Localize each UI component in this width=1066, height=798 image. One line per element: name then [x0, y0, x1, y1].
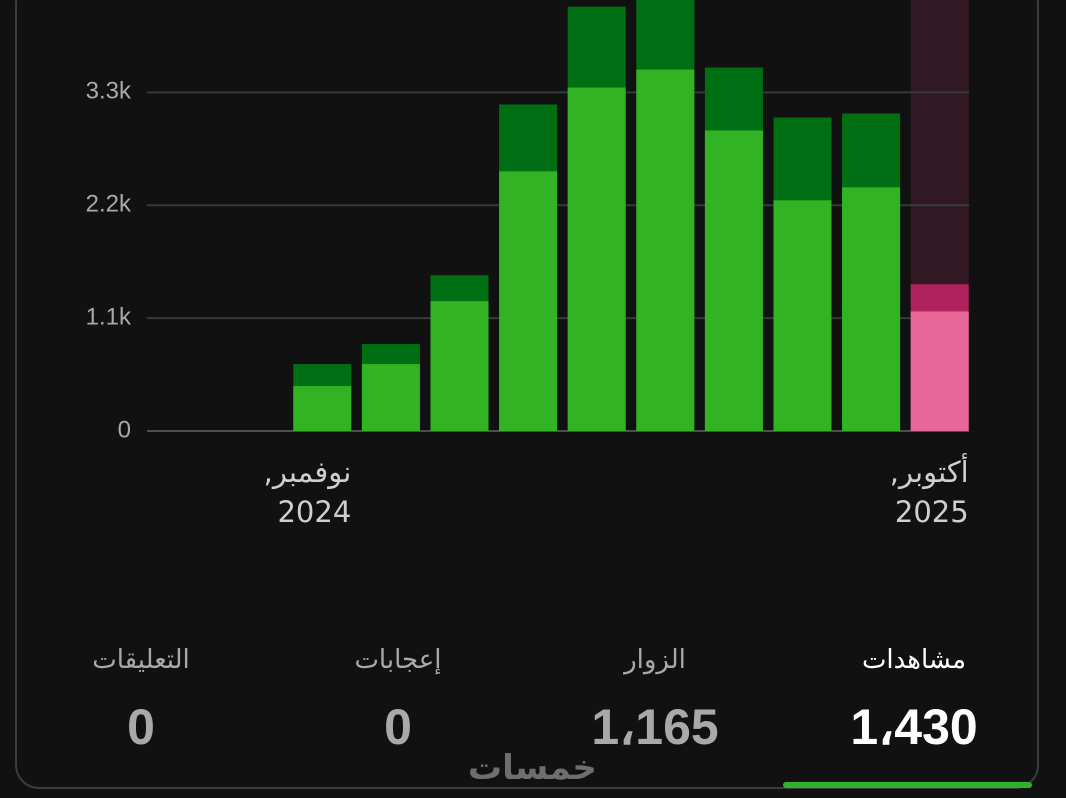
x-tick-label: نوفمبر, 2024	[263, 455, 352, 529]
bar	[293, 386, 352, 431]
bar	[636, 69, 695, 431]
stat-label: مشاهدات	[861, 645, 967, 675]
stat-label: التعليقات	[92, 645, 190, 675]
x-tick-label: أكتوبر, 2025	[889, 455, 969, 529]
bar	[499, 171, 558, 431]
bar	[704, 130, 763, 431]
stats-card	[15, 0, 1039, 789]
stat-value: 1،165	[591, 699, 719, 755]
stat[interactable]: مشاهدات 1،430	[794, 640, 1034, 756]
stat-label: إعجابات	[354, 645, 442, 675]
bar	[430, 301, 489, 431]
y-tick-label: 0	[118, 416, 131, 440]
bar	[361, 364, 420, 431]
selected-underline	[783, 782, 1032, 788]
y-tick-label: 1.1k	[86, 303, 132, 330]
bar	[910, 311, 969, 431]
stat-label: الزوار	[624, 645, 686, 675]
chart: 0 1.1k 2.2k 3.3k	[86, 0, 969, 440]
y-tick-label: 3.3k	[86, 78, 132, 105]
stat[interactable]: التعليقات 0	[21, 640, 261, 756]
y-tick-label: 2.2k	[86, 191, 132, 218]
stat-value: 0	[127, 699, 155, 755]
stat[interactable]: الزوار 1،165	[535, 640, 775, 756]
bar	[567, 87, 626, 431]
stat[interactable]: إعجابات 0	[278, 640, 518, 756]
stat-value: 1،430	[850, 699, 978, 755]
stat-value: 0	[384, 699, 412, 755]
bar	[773, 200, 832, 431]
watermark: خمسات	[468, 748, 597, 788]
bar	[842, 187, 901, 431]
